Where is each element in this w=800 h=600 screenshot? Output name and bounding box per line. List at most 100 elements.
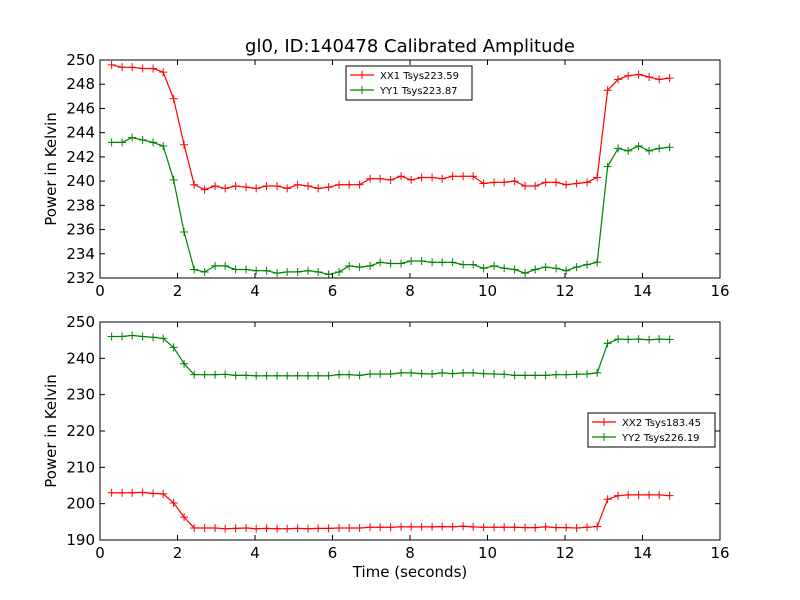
series-2-point [345,370,354,379]
series-1-point [510,177,519,186]
series-1-point [376,523,385,532]
series-1-point [242,183,251,192]
series-2-point [324,371,333,380]
series-2-point [510,265,519,274]
legend-label: YY2 Tsys226.19 [621,433,700,444]
y-tick-label: 230 [66,386,95,404]
x-tick-label: 0 [95,544,105,562]
series-2-point [169,175,178,184]
legend-marker [358,86,366,94]
y-tick-label: 190 [66,531,95,549]
series-1-point [231,181,240,190]
series-1-point [200,524,209,533]
series-1-point [314,524,323,533]
y-tick-label: 200 [66,495,95,513]
y-tick-label: 250 [66,51,95,69]
series-2-point [221,370,230,379]
series-2-point [448,258,457,267]
series-2-point [469,368,478,377]
series-1-point [366,174,375,183]
series-1-point [211,524,220,533]
series-2-point [417,257,426,266]
legend-label: XX1 Tsys223.59 [380,71,459,82]
series-1-point [397,522,406,531]
series-2-point [252,371,261,380]
series-1-point [500,178,509,187]
series-1-point [438,174,447,183]
series-1-point [562,523,571,532]
series-2-point [180,227,189,236]
series-1-point [603,495,612,504]
series-2-point [386,259,395,268]
series-2-point [603,162,612,171]
series-2-point [386,369,395,378]
series-2-point [541,263,550,272]
series-1-point [335,524,344,533]
series-1-point [479,523,488,532]
series-1-point [459,522,468,531]
y-axis-label: Power in Kelvin [42,374,60,488]
series-1-point [614,491,623,500]
series-2-point [314,267,323,276]
series-1-point [273,181,282,190]
series-1-point [438,522,447,531]
series-2-point [169,343,178,352]
series-1-point [355,524,364,533]
series-2-point [149,138,158,147]
series-2-point [273,269,282,278]
legend-box [345,65,473,101]
series-2-point [469,260,478,269]
series-1-point [242,524,251,533]
series-1-point [304,181,313,190]
series-1-point [355,180,364,189]
series-2-point [634,335,643,344]
x-tick-label: 12 [555,544,574,562]
y-tick-label: 240 [66,172,95,190]
series-1-point [407,175,416,184]
y-tick-label: 242 [66,148,95,166]
series-1-point [159,489,168,498]
legend: XX1 Tsys223.59 YY1 Tsys223.87 [345,65,473,101]
series-2-point [366,261,375,270]
series-2-point [448,369,457,378]
series-1-point [345,524,354,533]
x-tick-label: 0 [95,282,105,300]
series-1-point [448,172,457,181]
y-tick-label: 236 [66,221,95,239]
series-1-point [603,86,612,95]
series-1-point [180,140,189,149]
series-2-point [304,266,313,275]
chart-title: gl0, ID:140478 Calibrated Amplitude [245,36,575,57]
series-2-point [645,335,654,344]
y-tick-label: 244 [66,124,95,142]
series-2-point [572,370,581,379]
x-tick-label: 4 [250,282,260,300]
series-2-point [138,332,147,341]
series-1-point [273,524,282,533]
x-tick-label: 6 [328,544,338,562]
series-2-point [355,263,364,272]
series-2-point [190,370,199,379]
series-1-point [490,178,499,187]
series-1-point [211,181,220,190]
series-2-point [645,146,654,155]
series-1-point [293,524,302,533]
series-1-point [190,180,199,189]
series-1-point [593,522,602,531]
series-2-point [221,261,230,270]
series-2-point [376,258,385,267]
series-2-point [242,371,251,380]
x-tick-label: 4 [250,544,260,562]
series-1-point [252,184,261,193]
series-1-point [376,174,385,183]
series-2-point [366,369,375,378]
y-tick-label: 220 [66,422,95,440]
series-2-point [500,264,509,273]
bottom-chart-panel: 0 2 4 6 8 10 12 14 16 190 200 210 220 230 240 250 Power … [42,313,730,581]
series-1-point [149,64,158,73]
series-2-point [634,141,643,150]
series-1-point [521,523,530,532]
series-2-point [376,369,385,378]
series-1-point [169,94,178,103]
series-2-point [128,331,137,340]
